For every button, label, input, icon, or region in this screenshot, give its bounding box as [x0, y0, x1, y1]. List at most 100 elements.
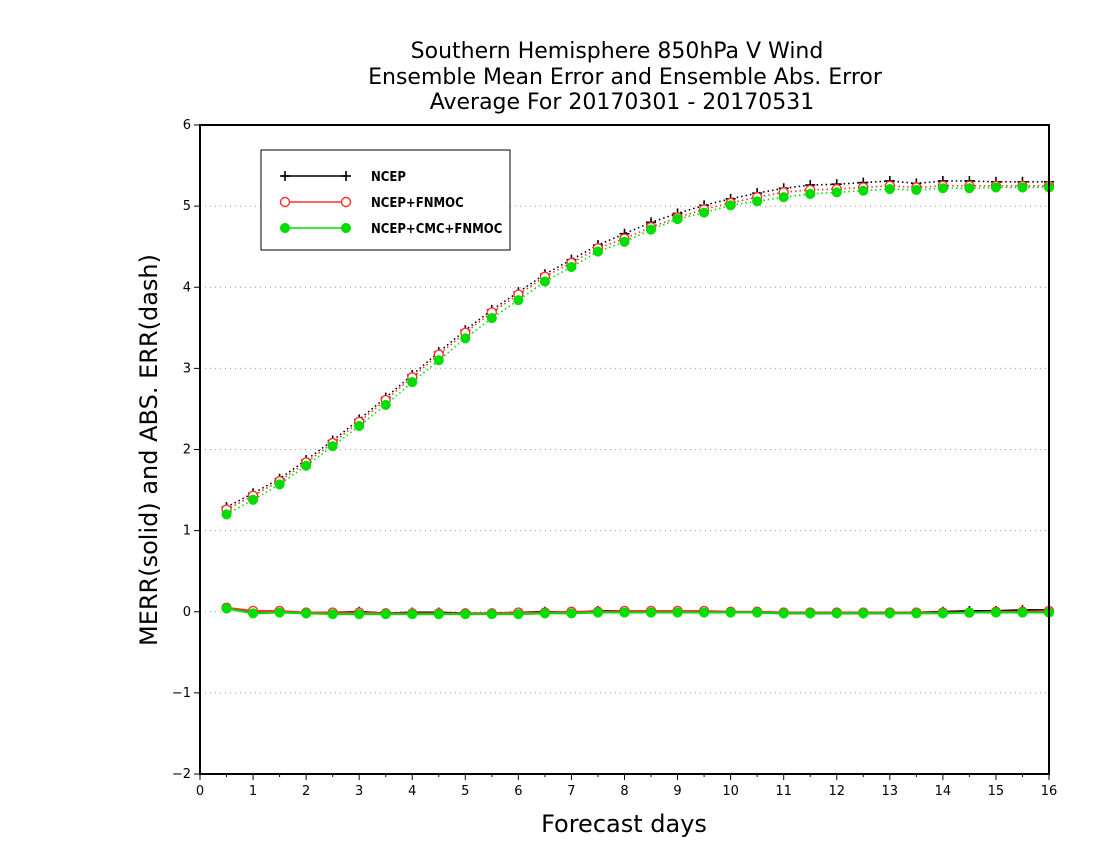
x-tick-label: 1: [249, 784, 257, 799]
series-2-merr-point: [274, 607, 285, 618]
legend-marker-end-0: [341, 171, 351, 181]
series-2-abs-err-point: [884, 184, 895, 195]
series-2-merr-point: [964, 607, 975, 618]
series-2-merr-point: [460, 609, 471, 620]
y-tick-label: 0: [183, 605, 191, 620]
series-2-merr-point: [433, 609, 444, 620]
series-2-abs-err-point: [858, 185, 869, 196]
series-2-abs-err-point: [1017, 182, 1028, 193]
series-2-abs-err-point: [513, 295, 524, 306]
x-tick-label: 8: [620, 784, 628, 799]
series-2-abs-err-point: [911, 184, 922, 195]
series-2-abs-err-point: [460, 333, 471, 344]
series-2-merr-point: [301, 608, 312, 619]
legend-marker-start-2: [279, 222, 291, 234]
x-tick-label: 5: [461, 784, 469, 799]
series-2-merr-point: [911, 608, 922, 619]
legend-marker-start-1: [279, 196, 291, 208]
series-2-abs-err-point: [645, 224, 657, 235]
series-2-merr-point: [592, 607, 604, 618]
series-2-merr-point: [937, 608, 948, 619]
chart-title-line-1: Southern Hemisphere 850hPa V Wind: [411, 39, 824, 64]
series-2-abs-err-point: [539, 276, 550, 287]
y-tick-label: 6: [183, 118, 191, 133]
series-2-merr-point: [884, 608, 895, 619]
series-2-merr-point: [566, 608, 577, 619]
x-tick-label: 2: [302, 784, 310, 799]
series-2-merr-point: [221, 603, 232, 614]
series-2-abs-err-point: [619, 236, 630, 247]
series-2-abs-err-point: [407, 377, 418, 388]
series-2-abs-err-point: [354, 420, 365, 432]
legend-marker-end-1: [340, 196, 352, 208]
chart-title-line-2: Ensemble Mean Error and Ensemble Abs. Er…: [368, 65, 883, 90]
x-tick-label: 6: [514, 784, 522, 799]
legend-label-2: NCEP+CMC+FNMOC: [371, 222, 502, 237]
series-2-merr-point: [725, 607, 736, 618]
series-2-abs-err-point: [566, 261, 577, 273]
series-2-merr-point: [672, 607, 683, 618]
y-tick-label: 1: [183, 524, 191, 539]
grid-lines: [200, 205, 1049, 694]
x-tick-label: 10: [722, 784, 739, 799]
series-2-merr-point: [327, 609, 338, 620]
legend-marker-start-0: [280, 171, 290, 181]
series-2-abs-err-point: [486, 313, 497, 324]
series-2-abs-err-point: [248, 494, 259, 505]
y-axis-label: MERR(solid) and ABS. ERR(dash): [135, 254, 163, 646]
chart-title-line-3: Average For 20170301 - 20170531: [430, 90, 815, 115]
series-2-abs-err-point: [937, 183, 948, 194]
y-tick-label: 3: [183, 361, 191, 376]
series-2-abs-err-point: [699, 207, 710, 218]
x-tick-label: 4: [408, 784, 416, 799]
x-tick-label: 13: [882, 784, 899, 799]
x-tick-label: 14: [935, 784, 952, 799]
legend-label-0: NCEP: [371, 170, 406, 185]
series-2-merr-point: [990, 607, 1001, 618]
series-2-abs-err-point: [964, 183, 975, 194]
series-2-merr-point: [805, 608, 816, 619]
series-2-abs-err-point: [672, 214, 683, 225]
series-2-merr-point: [699, 607, 710, 618]
y-tick-label: −2: [172, 767, 191, 782]
series-2-merr-point: [407, 609, 418, 620]
series-2-abs-err-point: [221, 509, 232, 520]
series-2-merr-point: [619, 607, 630, 618]
series-2-merr-point: [778, 608, 789, 619]
series-2-abs-err-point: [831, 187, 842, 198]
y-tick-label: −1: [172, 686, 191, 701]
legend-box: [260, 149, 511, 251]
series-2-merr-point: [831, 608, 842, 619]
x-tick-label: 11: [775, 784, 792, 799]
y-tick-label: 2: [183, 443, 191, 458]
series-2-abs-err-point: [327, 441, 338, 452]
y-tick-label: 5: [183, 199, 191, 214]
series-2-abs-err-point: [433, 355, 444, 366]
series-2-merr-point: [513, 609, 524, 620]
series-2-abs-err-point: [778, 192, 789, 203]
series-2-merr-point: [858, 608, 869, 619]
series-2-merr-point: [539, 608, 550, 619]
x-axis-label: Forecast days: [541, 810, 707, 838]
series-2-abs-err-point: [805, 188, 816, 200]
series-2-merr-point: [380, 609, 391, 620]
series-2-abs-err-point: [301, 460, 312, 471]
legend: NCEP NCEP+FNMOC NCEP+CMC+FNMOC: [260, 149, 511, 251]
series-2-merr-point: [354, 609, 365, 620]
series-group: [221, 175, 1055, 620]
x-tick-label: 3: [355, 784, 363, 799]
y-tick-label: 4: [183, 280, 191, 295]
x-tick-label: 7: [567, 784, 575, 799]
series-2-merr-point: [248, 608, 259, 619]
series-2-merr-point: [645, 607, 657, 618]
x-tick-label: 12: [828, 784, 845, 799]
series-2-merr-point: [752, 607, 763, 618]
legend-label-1: NCEP+FNMOC: [371, 196, 464, 211]
legend-marker-end-2: [340, 222, 352, 234]
series-2-abs-err-point: [274, 479, 285, 490]
x-tick-label: 16: [1041, 784, 1058, 799]
series-2-abs-err-point: [380, 399, 391, 410]
legend-entries: NCEP NCEP+FNMOC NCEP+CMC+FNMOC: [279, 170, 502, 237]
